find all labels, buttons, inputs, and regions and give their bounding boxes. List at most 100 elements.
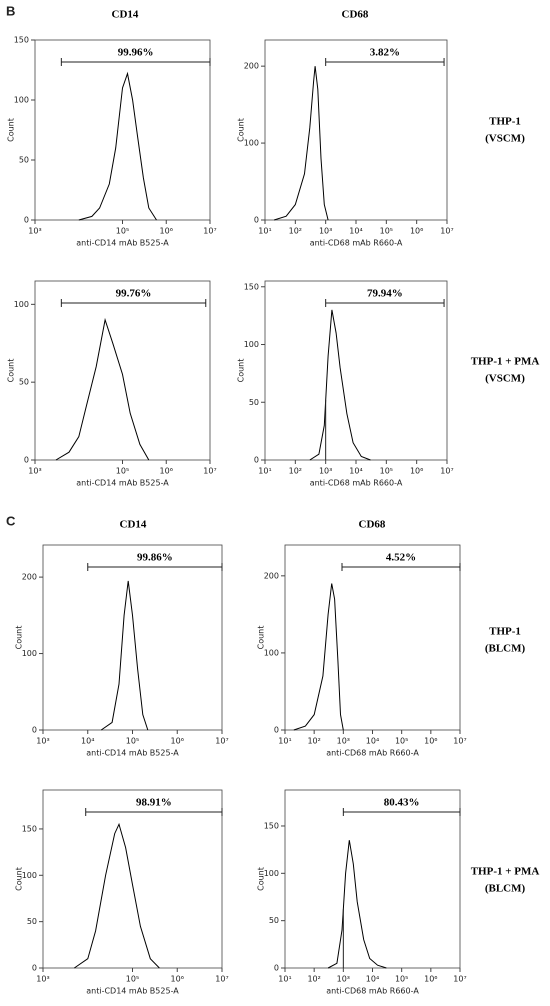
y-tick-label: 150 bbox=[14, 36, 29, 45]
y-tick-label: 100 bbox=[22, 649, 37, 658]
y-tick-label: 150 bbox=[264, 821, 279, 830]
y-tick-label: 200 bbox=[244, 62, 259, 71]
x-tick-label: 10⁷ bbox=[215, 975, 228, 984]
y-tick-label: 100 bbox=[14, 300, 29, 309]
y-tick-label: 0 bbox=[24, 216, 29, 225]
histogram-curve bbox=[55, 317, 150, 461]
x-tick-label: 10² bbox=[289, 227, 302, 236]
column-header: CD14 bbox=[120, 519, 147, 531]
x-tick-label: 10⁶ bbox=[424, 975, 437, 984]
column-header: CD14 bbox=[112, 9, 139, 21]
x-tick-label: 10² bbox=[307, 737, 320, 746]
x-tick-label: 10¹ bbox=[278, 737, 291, 746]
histogram-curve bbox=[273, 66, 329, 221]
y-tick-label: 0 bbox=[254, 456, 259, 465]
histogram-curve bbox=[74, 822, 160, 969]
y-tick-label: 50 bbox=[269, 916, 279, 925]
x-tick-label: 10³ bbox=[36, 975, 49, 984]
row-label: THP-1 + PMA bbox=[471, 866, 540, 878]
y-tick-label: 150 bbox=[244, 282, 259, 291]
gate-label: 99.96% bbox=[118, 47, 154, 59]
x-tick-label: 10⁷ bbox=[440, 227, 453, 236]
x-tick-label: 10⁶ bbox=[160, 227, 173, 236]
column-header: CD68 bbox=[342, 9, 369, 21]
x-tick-label: 10⁷ bbox=[453, 975, 466, 984]
y-tick-label: 200 bbox=[22, 573, 37, 582]
plot-frame bbox=[264, 39, 448, 221]
row-label: THP-1 + PMA bbox=[471, 356, 540, 368]
x-axis-label: anti-CD68 mAb R660-A bbox=[310, 479, 403, 488]
plot-frame bbox=[42, 789, 223, 969]
x-tick-label: 10³ bbox=[28, 227, 41, 236]
plot-frame bbox=[42, 544, 223, 731]
y-axis-label: Count bbox=[237, 359, 246, 383]
x-axis-label: anti-CD14 mAb B525-A bbox=[86, 987, 179, 996]
x-axis-label: anti-CD68 mAb R660-A bbox=[326, 749, 419, 758]
x-tick-label: 10⁵ bbox=[116, 227, 129, 236]
row-label: (VSCM) bbox=[485, 133, 525, 145]
x-tick-label: 10⁵ bbox=[395, 737, 408, 746]
histogram-curve bbox=[78, 71, 157, 221]
x-tick-label: 10¹ bbox=[258, 467, 271, 476]
y-tick-label: 100 bbox=[244, 139, 259, 148]
x-tick-label: 10⁷ bbox=[203, 467, 216, 476]
y-axis-label: Count bbox=[257, 867, 266, 891]
y-axis-label: Count bbox=[257, 626, 266, 650]
column-header: CD68 bbox=[359, 519, 386, 531]
gate-label: 4.52% bbox=[386, 552, 416, 564]
x-tick-label: 10² bbox=[289, 467, 302, 476]
panel-label: B bbox=[6, 3, 15, 18]
x-tick-label: 10¹ bbox=[278, 975, 291, 984]
plot-frame bbox=[284, 789, 461, 969]
panel-label: C bbox=[6, 513, 16, 528]
y-tick-label: 200 bbox=[264, 571, 279, 580]
row-label: (BLCM) bbox=[485, 643, 526, 655]
y-tick-label: 50 bbox=[249, 398, 259, 407]
x-tick-label: 10⁵ bbox=[126, 737, 139, 746]
row-label: (VSCM) bbox=[485, 373, 525, 385]
y-tick-label: 0 bbox=[274, 964, 279, 973]
x-axis-label: anti-CD68 mAb R660-A bbox=[310, 239, 403, 248]
y-tick-label: 50 bbox=[19, 156, 29, 165]
x-tick-label: 10⁷ bbox=[203, 227, 216, 236]
x-tick-label: 10⁶ bbox=[410, 227, 423, 236]
x-tick-label: 10³ bbox=[337, 975, 350, 984]
x-tick-label: 10⁶ bbox=[424, 737, 437, 746]
x-tick-label: 10⁶ bbox=[160, 467, 173, 476]
x-tick-label: 10³ bbox=[319, 467, 332, 476]
y-tick-label: 100 bbox=[22, 871, 37, 880]
x-tick-label: 10³ bbox=[319, 227, 332, 236]
histogram-curve bbox=[293, 583, 344, 731]
y-tick-label: 150 bbox=[22, 824, 37, 833]
y-tick-label: 100 bbox=[264, 648, 279, 657]
y-axis-label: Count bbox=[7, 118, 16, 142]
y-axis-label: Count bbox=[15, 626, 24, 650]
y-tick-label: 0 bbox=[32, 726, 37, 735]
y-tick-label: 0 bbox=[254, 216, 259, 225]
x-tick-label: 10⁷ bbox=[440, 467, 453, 476]
plot-frame bbox=[34, 280, 211, 461]
x-tick-label: 10³ bbox=[28, 467, 41, 476]
y-tick-label: 100 bbox=[264, 869, 279, 878]
x-tick-label: 10³ bbox=[36, 737, 49, 746]
y-tick-label: 50 bbox=[19, 378, 29, 387]
histogram-curve bbox=[309, 309, 371, 461]
y-tick-label: 100 bbox=[14, 96, 29, 105]
histogram-curve bbox=[327, 840, 387, 969]
x-tick-label: 10⁴ bbox=[81, 737, 94, 746]
x-axis-label: anti-CD68 mAb R660-A bbox=[326, 987, 419, 996]
histogram-curve bbox=[100, 580, 149, 731]
x-axis-label: anti-CD14 mAb B525-A bbox=[76, 239, 169, 248]
x-tick-label: 10⁷ bbox=[453, 737, 466, 746]
x-axis-label: anti-CD14 mAb B525-A bbox=[76, 479, 169, 488]
x-tick-label: 10⁴ bbox=[366, 737, 379, 746]
x-tick-label: 10¹ bbox=[258, 227, 271, 236]
gate-label: 99.86% bbox=[137, 552, 173, 564]
x-tick-label: 10² bbox=[307, 975, 320, 984]
y-tick-label: 50 bbox=[27, 917, 37, 926]
x-tick-label: 10⁵ bbox=[116, 467, 129, 476]
gate-label: 98.91% bbox=[136, 797, 172, 809]
x-tick-label: 10⁵ bbox=[380, 467, 393, 476]
x-tick-label: 10⁴ bbox=[349, 467, 362, 476]
